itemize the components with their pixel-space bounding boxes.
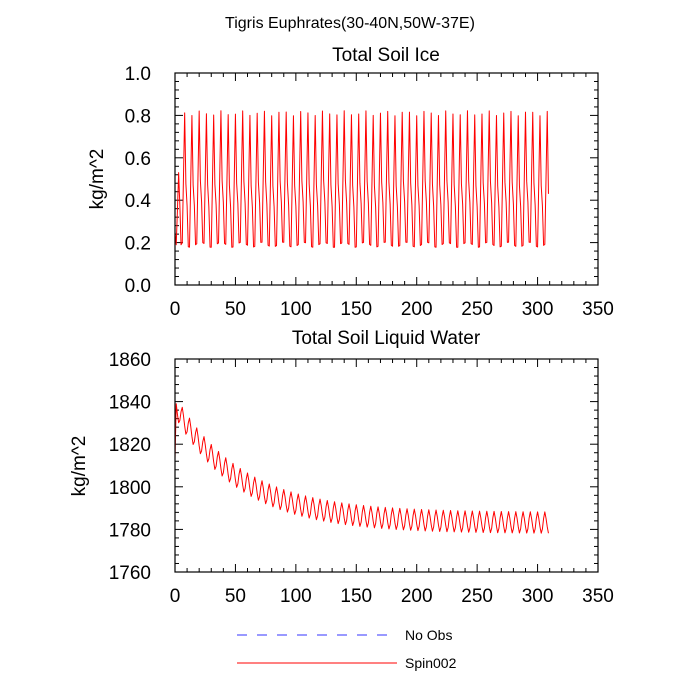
plot-frame (174, 72, 599, 286)
legend-label-no-obs: No Obs (405, 627, 452, 643)
y-tick-label: 1.0 (125, 64, 151, 85)
chart-title: Total Soil Liquid Water (292, 328, 481, 349)
x-tick-label: 350 (582, 586, 614, 607)
y-tick-label: 0.4 (125, 191, 152, 212)
x-tick-label: 250 (461, 586, 493, 607)
figure-title: Tigris Euphrates(30-40N,50W-37E) (225, 15, 475, 32)
y-tick-label: 0.8 (125, 106, 151, 127)
x-tick-label: 150 (340, 586, 372, 607)
x-tick-label: 100 (280, 586, 312, 607)
y-tick-label: 1840 (109, 393, 151, 414)
y-tick-label: 1800 (109, 478, 151, 499)
x-tick-label: 150 (340, 299, 372, 320)
x-tick-label: 300 (522, 586, 554, 607)
y-tick-label: 0.0 (125, 276, 151, 297)
chart-soil-liquid-water: Total Soil Liquid Water kg/m^2 0 50 100 150… (69, 328, 614, 607)
x-tick-label: 50 (225, 299, 246, 320)
x-tick-label: 50 (225, 586, 246, 607)
y-axis-label: kg/m^2 (69, 436, 90, 497)
series-line-spin002 (174, 110, 549, 248)
y-tick-label: 1780 (109, 520, 151, 541)
y-tick-label: 1860 (109, 350, 151, 371)
chart-title: Total Soil Ice (332, 45, 440, 66)
x-tick-label: 0 (170, 299, 181, 320)
legend: No Obs Spin002 (237, 627, 457, 671)
y-tick-label: 0.6 (125, 149, 151, 170)
legend-label-spin002: Spin002 (405, 655, 457, 671)
plot-frame (174, 358, 599, 573)
x-tick-label: 350 (582, 299, 614, 320)
y-tick-label: 1760 (109, 563, 151, 584)
y-tick-label: 0.2 (125, 234, 151, 255)
y-tick-label: 1820 (109, 435, 151, 456)
x-tick-label: 100 (280, 299, 312, 320)
series-line-spin002 (174, 403, 549, 534)
x-tick-label: 250 (461, 299, 493, 320)
x-tick-label: 0 (170, 586, 181, 607)
y-axis-label: kg/m^2 (87, 149, 108, 210)
x-tick-label: 200 (401, 586, 433, 607)
x-tick-label: 200 (401, 299, 433, 320)
chart-soil-ice: Total Soil Ice kg/m^2 0 50 100 150 200 250 300… (87, 45, 614, 320)
x-tick-label: 300 (522, 299, 554, 320)
